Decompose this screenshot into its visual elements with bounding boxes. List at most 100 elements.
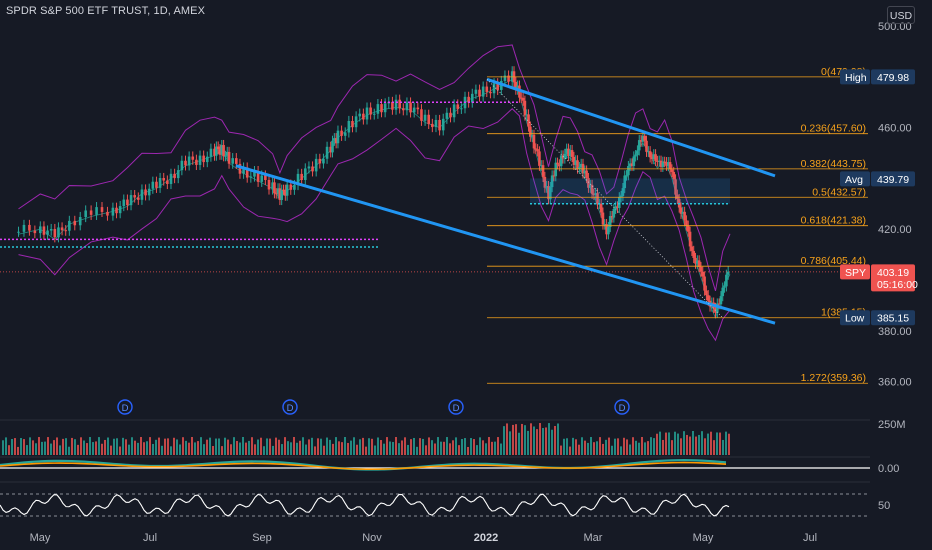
price-label-value: 439.79	[877, 174, 909, 186]
candle-body	[523, 100, 527, 116]
dividend-marker-circle	[448, 399, 464, 415]
candle-body	[144, 189, 147, 196]
volume-bar	[689, 436, 691, 455]
candle-body	[474, 89, 478, 94]
volume-bar	[194, 442, 196, 455]
price-tick-label: 360.00	[878, 377, 912, 389]
dividend-marker: D	[282, 399, 298, 415]
volume-bar	[578, 444, 580, 455]
volume-bar	[677, 433, 679, 455]
candle-body	[519, 97, 523, 99]
volume-bar	[344, 437, 346, 455]
volume-bar	[461, 439, 463, 455]
volume-bar	[335, 437, 337, 455]
volume-bar	[311, 437, 313, 455]
volume-bar	[590, 437, 592, 455]
candle-body	[543, 176, 547, 188]
price-label-low: Low 385.15	[840, 310, 915, 326]
candle-body	[249, 176, 253, 178]
candle-body	[133, 195, 136, 198]
volume-bar	[551, 429, 553, 455]
fib-level-label: 0.236(457.60)	[801, 123, 866, 135]
candle-body	[648, 151, 652, 158]
volume-bar	[149, 437, 151, 455]
candle-body	[274, 193, 278, 195]
volume-bar	[26, 445, 28, 455]
volume-bar	[695, 436, 697, 455]
candle-body	[354, 116, 358, 128]
volume-bar	[176, 439, 178, 455]
price-tick-label: 420.00	[878, 224, 912, 236]
candle-body	[612, 208, 616, 218]
volume-bar	[356, 444, 358, 455]
volume-bar	[641, 437, 643, 455]
volume-bar	[458, 445, 460, 455]
x-tick-label: 2022	[474, 532, 498, 544]
candle-body	[654, 154, 657, 161]
candle-body	[574, 160, 578, 165]
candle-body	[434, 119, 438, 128]
volume-bar	[44, 441, 46, 455]
volume-bar	[716, 432, 718, 455]
candle-body	[427, 114, 431, 124]
volume-bar	[269, 438, 271, 455]
candle-body	[216, 146, 220, 150]
volume-bar	[431, 440, 433, 455]
price-label-box	[871, 264, 915, 292]
price-label-countdown: 05:16:00	[877, 279, 918, 291]
volume-bar	[143, 442, 145, 455]
volume-bar	[59, 445, 61, 455]
volume-bar	[419, 438, 421, 455]
volume-bar	[236, 440, 238, 455]
volume-bar	[467, 446, 469, 455]
rsi-line	[0, 493, 730, 517]
candle-body	[672, 171, 676, 180]
candle-body	[717, 303, 721, 305]
candle-body	[22, 224, 26, 232]
volume-bar	[302, 437, 304, 455]
candle-body	[333, 138, 336, 141]
candle-body	[289, 184, 293, 190]
currency-button[interactable]: USD	[887, 6, 915, 24]
bollinger-upper	[18, 44, 731, 292]
volume-bar	[686, 434, 688, 455]
candle-body	[334, 138, 338, 144]
candle-body	[719, 296, 723, 305]
volume-bar	[416, 446, 418, 455]
volume-bar	[152, 443, 154, 455]
candle-body	[405, 102, 409, 111]
x-tick-label: Mar	[584, 532, 603, 544]
volume-bar	[605, 439, 607, 455]
price-label-high: High 479.98	[840, 69, 915, 85]
volume-bar	[500, 443, 502, 455]
candle-body	[715, 303, 719, 313]
candle-body	[95, 207, 98, 215]
price-label-avg: Avg 439.79	[840, 171, 915, 187]
candle-body	[340, 130, 343, 136]
candle-body	[278, 188, 282, 200]
volume-bar	[479, 437, 481, 455]
candle-body	[28, 224, 31, 231]
volume-bar	[617, 438, 619, 455]
fib-level-label: 1.272(359.36)	[801, 372, 866, 384]
volume-bar	[368, 438, 370, 455]
candle-body	[705, 290, 708, 296]
volume-bar	[35, 443, 37, 455]
volume-bar	[629, 444, 631, 455]
candle-body	[391, 101, 394, 110]
candle-body	[694, 257, 697, 264]
candle-body	[706, 295, 710, 301]
volume-bar	[62, 438, 64, 455]
candle-body	[585, 170, 588, 179]
volume-bar	[425, 445, 427, 455]
volume-bar	[584, 440, 586, 455]
candle-body	[325, 146, 329, 159]
volume-bar	[188, 442, 190, 455]
volume-bar	[173, 437, 175, 455]
volume-bar	[653, 438, 655, 455]
volume-bar	[413, 437, 415, 455]
candle-body	[610, 216, 614, 218]
